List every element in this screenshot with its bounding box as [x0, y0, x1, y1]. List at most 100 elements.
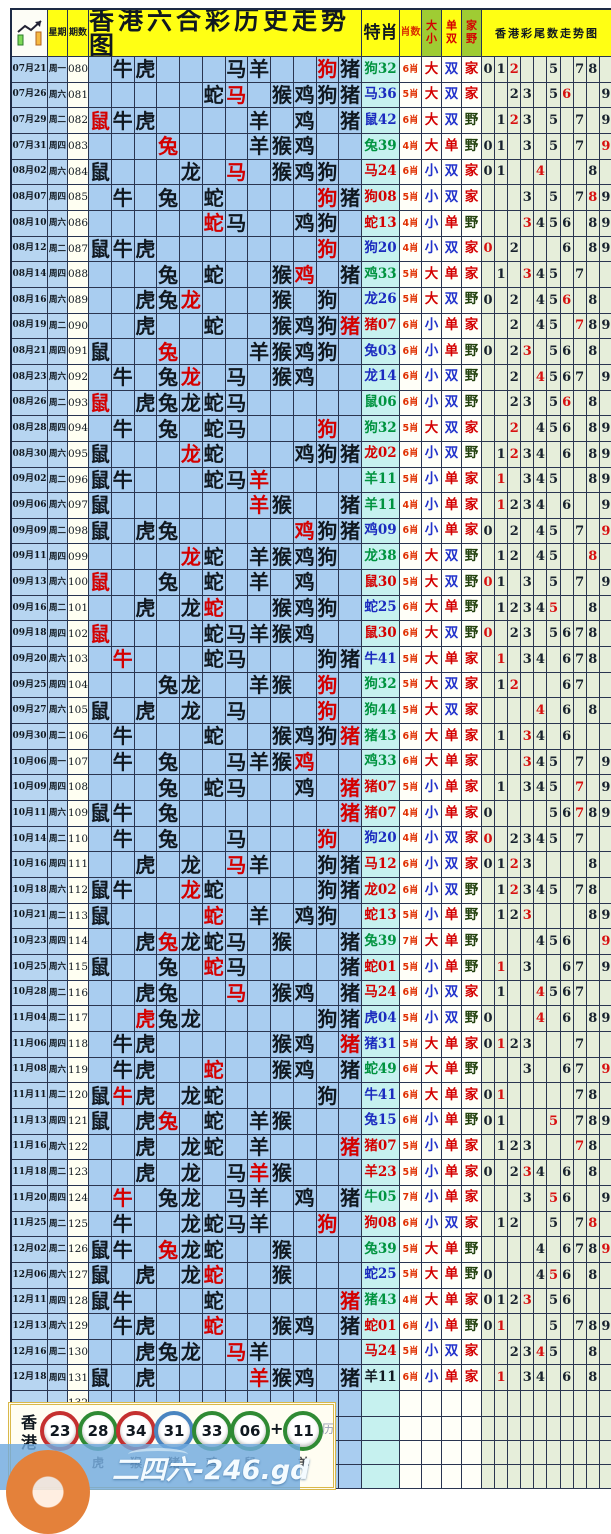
zodiac-cell: 兔 — [157, 1237, 180, 1263]
zodiac-cell — [248, 801, 271, 827]
size-cell: 小 — [422, 1211, 442, 1238]
period-cell: 106 — [68, 724, 89, 750]
zodiac-cell: 马 — [225, 749, 249, 776]
zodiac-cell — [202, 801, 226, 827]
zodiac-cell — [134, 467, 158, 494]
zodiac-cell: 牛 — [111, 1057, 135, 1084]
tail-cell: 2 — [508, 1288, 522, 1315]
zodiac-cell — [316, 133, 340, 160]
result-cell: 猪07 — [362, 801, 400, 827]
zodiac-cell — [225, 133, 249, 160]
size-cell: 小 — [422, 339, 442, 365]
weekday-cell: 周四 — [48, 672, 68, 699]
zodiac-cell — [225, 108, 249, 134]
zodiac-cell: 蛇 — [202, 544, 226, 571]
home-wild-cell: 野 — [462, 878, 482, 904]
zodiac-cell — [339, 390, 362, 417]
zodiac-cell: 虎 — [134, 1339, 158, 1366]
tail-cell: 3 — [521, 1365, 535, 1392]
tail-cell — [508, 954, 522, 981]
zodiac-cell: 虎 — [134, 390, 158, 417]
zodiac-cell — [248, 390, 271, 417]
period-cell: 116 — [68, 980, 89, 1007]
tail-cell: 7 — [573, 133, 587, 160]
date-cell: 07月29 — [12, 108, 48, 134]
zodiac-cell: 虎 — [134, 1083, 158, 1109]
xiao-count-cell — [400, 1416, 422, 1441]
zodiac-cell: 蛇 — [202, 390, 226, 417]
zodiac-cell — [202, 1160, 226, 1186]
zodiac-cell — [293, 929, 317, 955]
tail-cell — [599, 724, 611, 750]
zodiac-cell — [180, 57, 203, 83]
zodiac-cell: 牛 — [111, 801, 135, 827]
date-cell: 09月20 — [12, 647, 48, 673]
tail-cell — [573, 1440, 587, 1465]
tail-cell — [534, 1031, 548, 1058]
tail-cell — [482, 647, 496, 673]
zodiac-cell: 鼠 — [89, 467, 112, 494]
zodiac-cell: 兔 — [157, 133, 180, 160]
tail-cell — [599, 390, 611, 417]
xiao-count-cell: 4肖 — [400, 493, 422, 519]
date-cell: 11月13 — [12, 1108, 48, 1135]
tail-cell — [573, 210, 587, 237]
zodiac-cell — [89, 82, 112, 109]
tail-cell: 4 — [534, 518, 548, 545]
tail-cell: 8 — [586, 236, 600, 263]
result-cell: 猪07 — [362, 1134, 400, 1161]
zodiac-cell — [316, 980, 340, 1007]
zodiac-cell — [339, 1391, 362, 1417]
zodiac-cell: 蛇 — [202, 1314, 226, 1340]
zodiac-cell: 猴 — [271, 1314, 294, 1340]
tail-cell: 0 — [482, 518, 496, 545]
zodiac-cell: 鸡 — [293, 724, 317, 750]
tail-cell — [521, 1416, 535, 1441]
xiao-count-cell: 5肖 — [400, 416, 422, 442]
tail-cell: 9 — [599, 1237, 611, 1263]
tail-cell: 1 — [495, 903, 509, 930]
date-cell: 10月28 — [12, 980, 48, 1007]
zodiac-cell — [339, 1262, 362, 1289]
parity-cell: 双 — [442, 185, 462, 211]
zodiac-cell: 鼠 — [89, 1083, 112, 1109]
zodiac-cell: 猪 — [339, 775, 362, 802]
zodiac-cell — [111, 339, 135, 365]
zodiac-cell — [111, 210, 135, 237]
home-wild-cell: 家 — [462, 57, 482, 83]
tail-cell: 7 — [573, 1057, 587, 1084]
weekday-cell: 周四 — [48, 185, 68, 211]
home-wild-cell — [462, 1440, 482, 1465]
zodiac-cell: 兔 — [157, 929, 180, 955]
tail-cell: 4 — [534, 467, 548, 494]
tail-cell — [482, 724, 496, 750]
tail-cell: 1 — [495, 595, 509, 622]
tail-cell: 3 — [521, 441, 535, 468]
tail-cell — [482, 493, 496, 519]
period-cell: 097 — [68, 493, 89, 519]
zodiac-cell: 猪 — [339, 1314, 362, 1340]
tail-cell: 7 — [573, 364, 587, 391]
zodiac-cell — [157, 1160, 180, 1186]
tail-cell: 6 — [560, 1365, 574, 1392]
date-cell: 11月18 — [12, 1160, 48, 1186]
home-wild-cell: 野 — [462, 954, 482, 981]
weekday-cell: 周四 — [48, 852, 68, 878]
tail-cell: 3 — [521, 493, 535, 519]
parity-cell: 双 — [442, 1006, 462, 1032]
table-row: 08月02 周六 084 鼠龙马猴鸡狗马24 6肖小双家 0 1 4 8 — [12, 159, 611, 186]
zodiac-cell — [134, 1237, 158, 1263]
tail-cell: 4 — [534, 1006, 548, 1032]
tail-cell — [495, 185, 509, 211]
zodiac-cell: 马 — [225, 1211, 249, 1238]
zodiac-cell — [225, 518, 249, 545]
zodiac-cell — [293, 287, 317, 314]
zodiac-cell — [339, 339, 362, 365]
zodiac-cell — [180, 518, 203, 545]
zodiac-cell: 兔 — [157, 749, 180, 776]
tail-cell — [534, 1057, 548, 1084]
parity-cell — [442, 1416, 462, 1441]
xiao-count-cell: 6肖 — [400, 1211, 422, 1238]
zodiac-cell — [180, 749, 203, 776]
tail-cell: 4 — [534, 313, 548, 340]
